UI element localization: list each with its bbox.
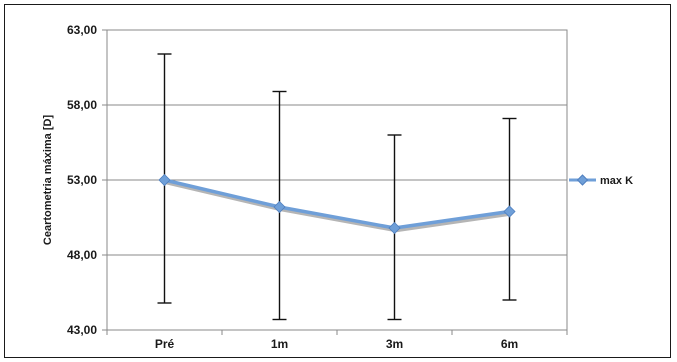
x-tick-label: 3m	[386, 337, 403, 351]
legend-marker	[576, 174, 589, 186]
data-points	[158, 173, 516, 235]
chart-frame	[4, 4, 671, 358]
data-point	[273, 200, 286, 214]
legend: max K	[569, 174, 633, 187]
y-tick-label: 58,00	[67, 98, 97, 112]
data-point	[388, 221, 401, 235]
data-point	[158, 173, 171, 187]
y-tick-label: 43,00	[67, 323, 97, 337]
series-line-max-k	[164, 178, 510, 230]
gridlines	[102, 29, 568, 335]
x-tick-label: 1m	[271, 337, 288, 351]
series-line-shadow	[165, 180, 512, 233]
y-tick-labels: 43,00 48,00 53,00 58,00 63,00	[67, 23, 97, 337]
error-bars	[157, 53, 517, 321]
y-tick-label: 48,00	[67, 248, 97, 262]
y-tick-label: 63,00	[67, 23, 97, 37]
legend-label: max K	[600, 175, 633, 187]
x-tick-label: Pré	[155, 337, 175, 351]
y-axis-label: Ceartometria máxima [D]	[42, 115, 54, 246]
data-point	[503, 205, 516, 218]
y-tick-label: 53,00	[67, 173, 97, 187]
x-tick-label: 6m	[501, 337, 518, 351]
x-tick-labels: Pré 1m 3m 6m	[155, 337, 518, 351]
series-lines	[164, 178, 512, 233]
